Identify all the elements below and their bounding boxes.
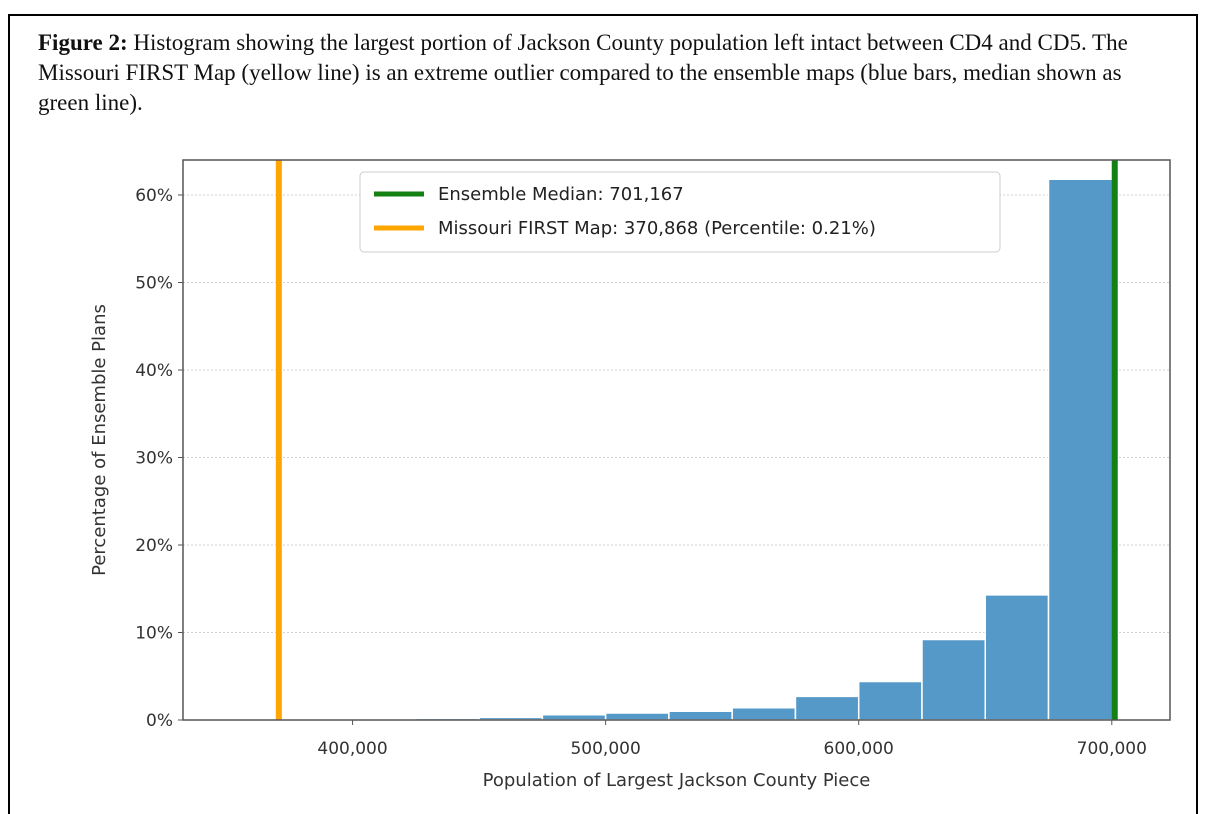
histogram-bar [604,712,670,721]
histogram-bar [921,638,987,721]
histogram-bar [1047,178,1116,721]
y-tick-label: 50% [135,274,173,294]
caption-text: Histogram showing the largest portion of… [38,30,1128,115]
figure-caption: Figure 2: Histogram showing the largest … [38,28,1178,118]
y-tick-label: 40% [135,361,173,381]
histogram-bar [668,710,733,721]
y-tick-label: 10% [135,624,173,644]
x-tick-label: 400,000 [317,739,387,759]
histogram-bar [794,695,860,721]
y-tick-label: 30% [135,449,173,469]
plot-frame [182,159,1171,721]
caption-label: Figure 2: [38,30,128,55]
y-tick-label: 20% [135,536,173,556]
y-tick-label: 60% [135,186,173,206]
x-axis-title: Population of Largest Jackson County Pie… [483,770,871,791]
y-axis-title: Percentage of Ensemble Plans [89,304,110,576]
histogram-bar [984,594,1050,721]
histogram-bar [857,680,923,721]
legend-box [359,171,1001,253]
x-tick-label: 500,000 [570,739,640,759]
legend-first-map-label: Missouri FIRST Map: 370,868 (Percentile:… [438,218,876,239]
histogram-bar [731,707,797,721]
histogram-bar [541,714,607,721]
y-tick-label: 0% [146,711,173,731]
x-tick-label: 600,000 [824,739,894,759]
legend-median-label: Ensemble Median: 701,167 [438,184,684,205]
x-tick-label: 700,000 [1077,739,1147,759]
